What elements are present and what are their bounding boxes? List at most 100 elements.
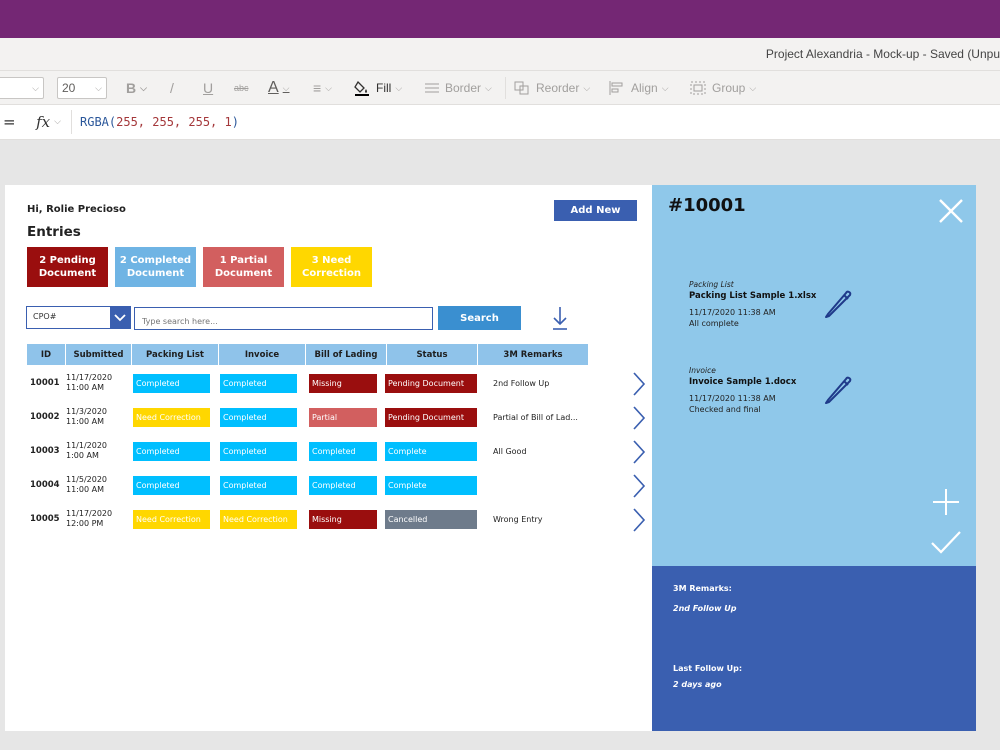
close-icon[interactable]: [938, 198, 964, 224]
font-family-select[interactable]: ⌵: [0, 77, 44, 99]
row-remarks: Wrong Entry: [493, 515, 543, 524]
status-badge: Need Correction: [133, 510, 210, 529]
document-type: Invoice: [689, 366, 716, 375]
formula-args: 255, 255, 255, 1: [116, 115, 232, 129]
group-label: Group: [712, 81, 746, 95]
font-size-select[interactable]: 20 ⌵: [57, 77, 107, 99]
edit-pencil-icon[interactable]: [822, 374, 854, 406]
submitted-time: 11:00 AM: [66, 383, 104, 392]
text-align-button[interactable]: ≡ ⌵: [313, 77, 332, 99]
remarks-label: 3M Remarks:: [673, 584, 732, 593]
dropdown-chevron[interactable]: [110, 307, 130, 328]
submitted-time: 11:00 AM: [66, 417, 104, 426]
plus-icon[interactable]: [932, 488, 960, 516]
document-note: Checked and final: [689, 405, 761, 414]
border-button[interactable]: Border ⌵: [425, 77, 492, 99]
chevron-down-icon: ⌵: [485, 82, 492, 93]
align-label: Align: [631, 81, 658, 95]
chevron-down-icon: [114, 313, 126, 321]
status-badge: Pending Document: [385, 374, 477, 393]
row-id: 10001: [30, 378, 60, 388]
submitted-time: 1:00 AM: [66, 451, 99, 460]
submitted-time: 12:00 PM: [66, 519, 104, 528]
chevron-down-icon: ⌵: [140, 82, 147, 93]
column-header[interactable]: Packing List: [132, 344, 218, 365]
chevron-right-icon[interactable]: [632, 474, 646, 498]
strikethrough-button[interactable]: abc: [234, 77, 249, 99]
bold-button[interactable]: B ⌵: [126, 77, 147, 99]
toolbar-divider: [505, 77, 506, 99]
detail-panel: #10001 Packing List Packing List Sample 1…: [652, 185, 976, 566]
chevron-down-icon: ⌵: [395, 82, 403, 93]
format-toolbar: ⌵ 20 ⌵ B ⌵ / U abc A ⌵ ≡ ⌵ Fill ⌵ Border ⌵ Re…: [0, 71, 1000, 105]
document-note: All complete: [689, 319, 739, 328]
status-badge: Completed: [220, 374, 297, 393]
submitted-date: 11/5/2020: [66, 475, 108, 484]
chevron-right-icon[interactable]: [632, 406, 646, 430]
border-icon: [425, 83, 439, 93]
group-button[interactable]: Group ⌵: [690, 77, 756, 99]
paint-bucket-icon: [354, 80, 369, 96]
row-id: 10005: [30, 514, 60, 524]
filter-dropdown[interactable]: CPO#: [26, 306, 131, 329]
status-badge: Need Correction: [220, 510, 297, 529]
chevron-down-icon: ⌵: [282, 82, 290, 93]
font-color-button[interactable]: A ⌵: [268, 77, 290, 99]
reorder-icon: [514, 81, 529, 95]
column-header[interactable]: Invoice: [219, 344, 305, 365]
reorder-button[interactable]: Reorder ⌵: [514, 77, 590, 99]
summary-card[interactable]: 2 Completed Document: [115, 247, 196, 287]
summary-card[interactable]: 1 Partial Document: [203, 247, 284, 287]
column-header[interactable]: 3M Remarks: [478, 344, 588, 365]
chevron-down-icon: ⌵: [32, 82, 39, 93]
column-header[interactable]: ID: [27, 344, 65, 365]
fx-icon: fx: [36, 113, 51, 131]
group-icon: [690, 81, 706, 95]
fx-button[interactable]: fx ⌵: [26, 110, 72, 134]
document-type: Packing List: [689, 280, 734, 289]
text-align-icon: ≡: [313, 80, 322, 96]
fill-button[interactable]: Fill ⌵: [354, 77, 402, 99]
chevron-down-icon: ⌵: [749, 82, 757, 93]
submitted-time: 11:00 AM: [66, 485, 104, 494]
underline-button[interactable]: U: [203, 77, 213, 99]
summary-card[interactable]: 2 Pending Document: [27, 247, 108, 287]
download-icon[interactable]: [550, 305, 570, 331]
font-color-icon: A: [268, 79, 279, 96]
check-icon[interactable]: [930, 529, 962, 557]
row-submitted: 11/3/2020 11:00 AM: [66, 407, 107, 427]
chevron-right-icon[interactable]: [632, 508, 646, 532]
status-badge: Partial: [309, 408, 377, 427]
submitted-date: 11/1/2020: [66, 441, 108, 450]
row-submitted: 11/17/2020 11:00 AM: [66, 373, 112, 393]
align-button[interactable]: Align ⌵: [609, 77, 669, 99]
chevron-right-icon[interactable]: [632, 372, 646, 396]
detail-entry-id: #10001: [668, 195, 746, 216]
remarks-panel: 3M Remarks: 2nd Follow Up Last Follow Up…: [652, 566, 976, 731]
chevron-down-icon: ⌵: [54, 117, 61, 127]
status-badge: Completed: [220, 442, 297, 461]
search-input[interactable]: [134, 307, 433, 330]
italic-button[interactable]: /: [170, 77, 174, 99]
fill-label: Fill: [376, 81, 392, 95]
add-new-button[interactable]: Add New: [554, 200, 637, 221]
row-submitted: 11/5/2020 11:00 AM: [66, 475, 107, 495]
edit-pencil-icon[interactable]: [822, 288, 854, 320]
formula-input[interactable]: RGBA(255, 255, 255, 1): [80, 115, 239, 129]
chevron-right-icon[interactable]: [632, 440, 646, 464]
app-screen: Hi, Rolie Precioso Entries Add New 2 Pen…: [5, 185, 976, 731]
submitted-date: 11/17/2020: [66, 509, 113, 518]
formula-function: RGBA(: [80, 115, 117, 129]
column-header[interactable]: Bill of Lading: [306, 344, 386, 365]
column-header[interactable]: Status: [387, 344, 477, 365]
filter-value: CPO#: [33, 312, 57, 321]
column-header[interactable]: Submitted: [66, 344, 131, 365]
search-button[interactable]: Search: [438, 306, 521, 330]
border-label: Border: [445, 81, 482, 95]
status-badge: Complete: [385, 476, 477, 495]
status-badge: Completed: [220, 476, 297, 495]
underline-icon: U: [203, 80, 214, 96]
italic-icon: /: [170, 80, 174, 96]
submitted-date: 11/3/2020: [66, 407, 108, 416]
summary-card[interactable]: 3 Need Correction: [291, 247, 372, 287]
